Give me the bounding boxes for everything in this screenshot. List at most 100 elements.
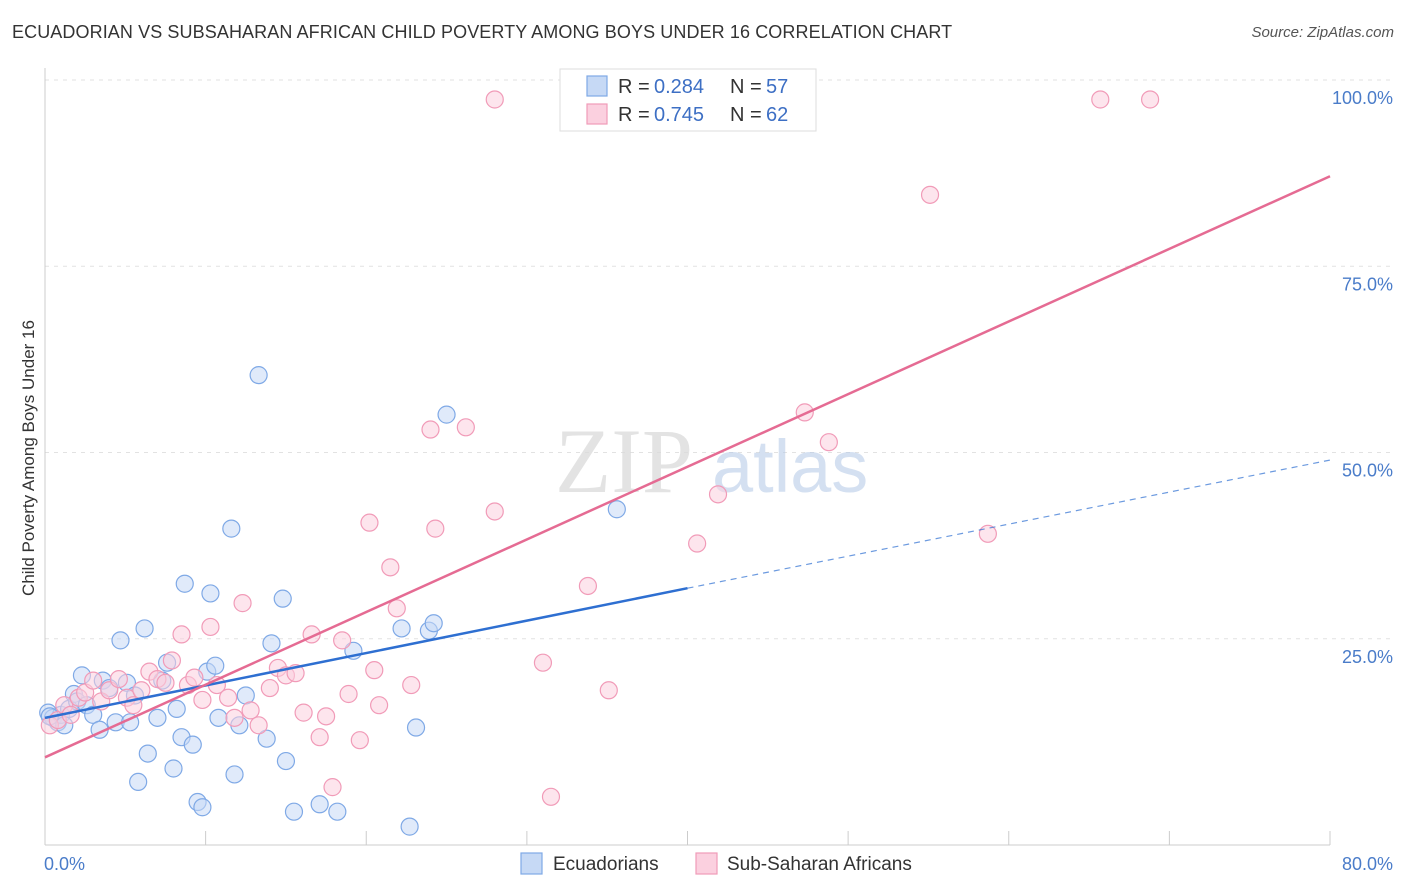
- subsaharan-point-26: [241, 701, 260, 720]
- legend-n-label-2: N =: [730, 104, 762, 126]
- ecuadorian-point-22: [148, 708, 167, 727]
- subsaharan-point-60: [978, 524, 997, 543]
- ecuadorian-point-33: [201, 584, 220, 603]
- subsaharan-point-15: [156, 673, 175, 692]
- series-legend-swatch-subsaharan: [695, 852, 718, 875]
- ecuadorian-point-53: [424, 614, 443, 633]
- y-tick-label-25: 25.0%: [1342, 647, 1393, 667]
- legend-r-value-ecuadorians: 0.284: [654, 76, 704, 98]
- ecuadorian-point-45: [284, 802, 304, 821]
- ecuadorian-point-15: [111, 631, 130, 650]
- subsaharan-point-55: [688, 534, 707, 553]
- chart-title: ECUADORIAN VS SUBSAHARAN AFRICAN CHILD P…: [12, 22, 953, 42]
- subsaharan-point-24: [225, 708, 244, 727]
- series-legend-label-subsaharan: Sub-Saharan Africans: [727, 854, 912, 875]
- subsaharan-point-9: [109, 669, 128, 689]
- subsaharan-point-56: [708, 485, 728, 504]
- legend-n-value-ecuadorians: 57: [766, 76, 788, 98]
- subsaharan-point-36: [323, 778, 342, 797]
- ecuadorian-point-40: [249, 366, 268, 385]
- ecuadorian-point-42: [262, 634, 281, 653]
- x-tick-label-0: 0.0%: [44, 854, 85, 874]
- y-tick-label-75: 75.0%: [1342, 274, 1393, 294]
- subsaharan-point-27: [249, 716, 268, 735]
- subsaharan-point-44: [387, 599, 406, 618]
- ecuadorian-point-49: [392, 619, 411, 638]
- grid-lines: [45, 79, 1393, 640]
- subsaharan-point-32: [294, 703, 313, 722]
- subsaharan-point-16: [162, 651, 181, 670]
- x-tick-label-80: 80.0%: [1342, 854, 1393, 874]
- series-legend-swatch-ecuadorians: [520, 852, 543, 875]
- legend-r-label-1: R =: [618, 76, 650, 98]
- subsaharan-point-39: [350, 731, 369, 750]
- legend-n-label-1: N =: [730, 76, 762, 98]
- subsaharan-point-28: [260, 678, 279, 698]
- legend-r-label-2: R =: [618, 104, 650, 126]
- subsaharan-point-42: [370, 696, 389, 715]
- legend-r-value-subsaharan: 0.745: [654, 104, 704, 126]
- ecuadorian-point-44: [276, 751, 296, 771]
- ecuadorian-point-41: [257, 729, 276, 748]
- ecuadorian-point-29: [183, 735, 202, 754]
- ecuadorian-trend-line: [44, 586, 688, 720]
- ecuadorian-point-19: [129, 772, 148, 792]
- y-tick-labels: 25.0% 50.0% 75.0% 100.0%: [1332, 88, 1393, 667]
- subsaharan-trend-line: [44, 175, 1331, 759]
- trend-lines: [44, 175, 1331, 759]
- subsaharan-point-25: [233, 594, 252, 613]
- subsaharan-point-43: [381, 558, 400, 577]
- subsaharan-point-52: [541, 787, 561, 806]
- ecuadorian-point-31: [193, 798, 212, 817]
- ecuadorian-point-20: [135, 619, 154, 638]
- subsaharan-point-41: [365, 661, 384, 680]
- data-points: [39, 90, 1160, 836]
- subsaharan-point-48: [456, 418, 475, 437]
- ecuadorian-point-35: [209, 708, 228, 727]
- ecuadorian-point-51: [406, 718, 426, 737]
- legend-n-value-subsaharan: 62: [766, 104, 788, 126]
- y-tick-label-50: 50.0%: [1342, 461, 1393, 481]
- source-label: Source: ZipAtlas.com: [1251, 24, 1394, 41]
- ecuadorian-point-54: [437, 405, 456, 424]
- subsaharan-point-35: [316, 707, 336, 726]
- ecuadorian-point-55: [607, 500, 626, 519]
- ecuadorian-point-25: [164, 759, 183, 778]
- subsaharan-point-34: [310, 728, 329, 747]
- ecuadorian-point-37: [225, 765, 244, 784]
- subsaharan-point-20: [193, 690, 212, 710]
- series-legend: Ecuadorians Sub-Saharan Africans: [520, 852, 912, 875]
- y-tick-label-100: 100.0%: [1332, 88, 1393, 108]
- subsaharan-point-45: [402, 675, 421, 695]
- ecuadorian-point-26: [167, 699, 186, 719]
- legend-swatch-subsaharan: [586, 103, 608, 125]
- ecuadorian-point-21: [138, 744, 157, 763]
- ecuadorian-point-43: [273, 589, 292, 608]
- subsaharan-point-17: [172, 625, 191, 644]
- subsaharan-point-51: [533, 653, 553, 672]
- ecuadorian-point-34: [206, 656, 225, 675]
- subsaharan-point-46: [421, 420, 440, 439]
- ecuadorian-point-47: [328, 802, 347, 821]
- ecuadorian-point-28: [175, 574, 194, 593]
- series-legend-label-ecuadorians: Ecuadorians: [553, 854, 659, 875]
- subsaharan-point-50: [485, 90, 504, 109]
- subsaharan-point-54: [599, 681, 618, 700]
- subsaharan-point-6: [84, 671, 103, 690]
- subsaharan-point-53: [578, 576, 598, 596]
- subsaharan-point-59: [920, 185, 940, 204]
- subsaharan-point-37: [333, 631, 352, 650]
- subsaharan-point-23: [219, 688, 238, 707]
- subsaharan-point-49: [485, 502, 504, 521]
- stats-legend: R = 0.284 N = 57 R = 0.745 N = 62: [559, 68, 817, 132]
- y-axis-label: Child Poverty Among Boys Under 16: [19, 320, 38, 596]
- subsaharan-point-62: [1140, 90, 1160, 109]
- ecuadorian-point-36: [222, 519, 241, 538]
- subsaharan-point-61: [1091, 90, 1110, 109]
- subsaharan-point-47: [426, 519, 445, 538]
- legend-swatch-ecuadorians: [586, 75, 608, 97]
- subsaharan-point-21: [201, 617, 220, 637]
- ecuadorian-point-50: [400, 817, 419, 836]
- subsaharan-point-40: [360, 513, 379, 532]
